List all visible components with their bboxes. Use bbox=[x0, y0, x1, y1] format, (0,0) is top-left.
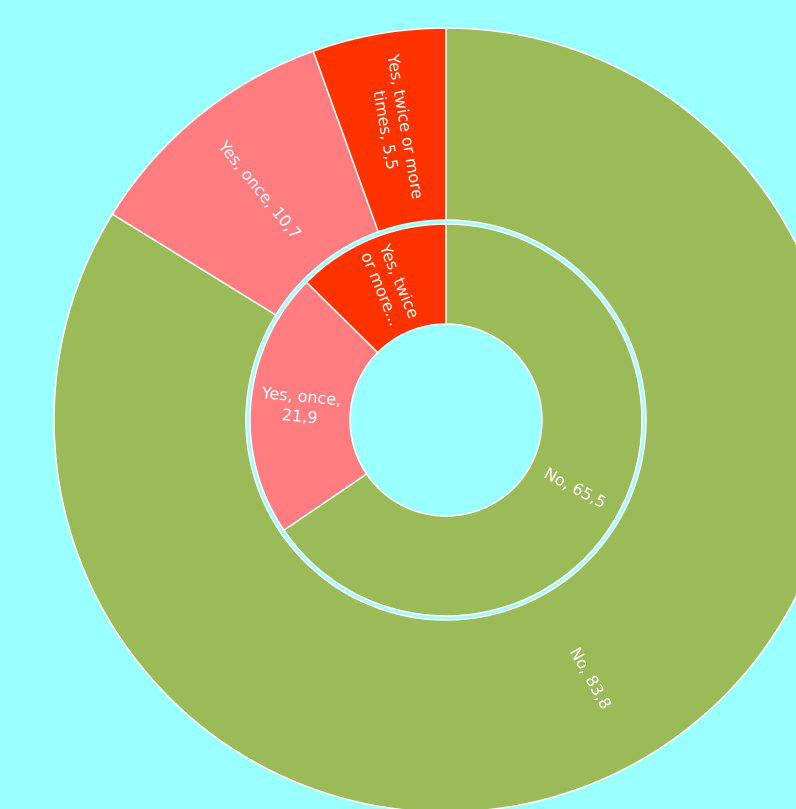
sunburst-segment bbox=[282, 223, 643, 617]
sunburst-segment bbox=[312, 27, 447, 233]
sunburst-segment bbox=[53, 27, 796, 809]
sunburst-segment bbox=[305, 223, 447, 354]
sunburst-segment bbox=[249, 281, 379, 532]
data-label-line: 21,9 bbox=[281, 405, 318, 427]
